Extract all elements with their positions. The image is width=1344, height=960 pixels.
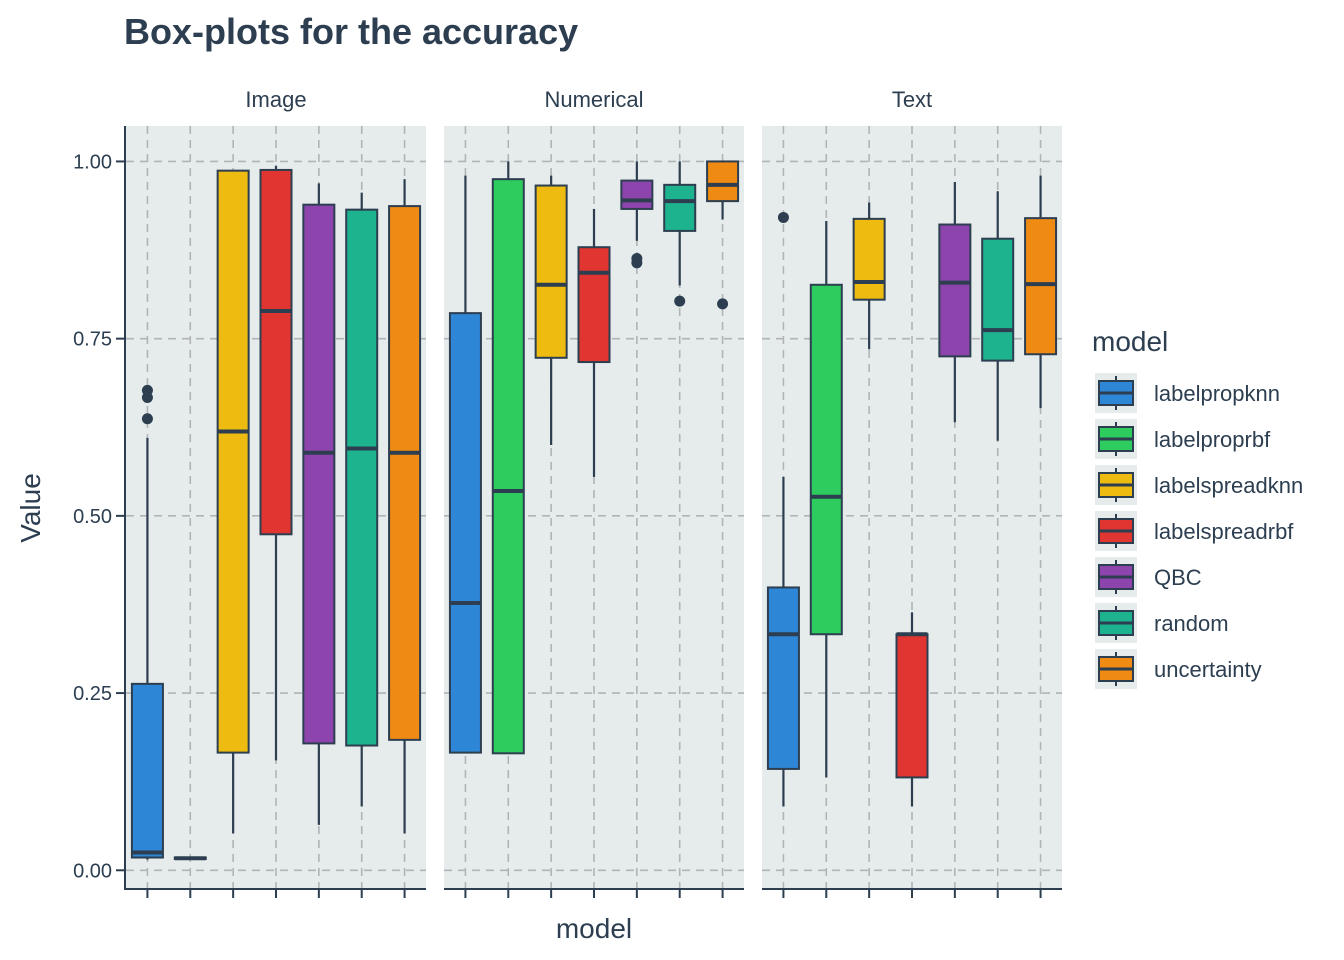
facet-panel-text: Text [762,87,1062,898]
legend-label: labelproprbf [1154,427,1271,452]
box-body [981,237,1015,362]
box-body [938,223,972,358]
box-numerical-labelspreadrbf [577,208,611,477]
legend-label: labelspreadrbf [1154,519,1294,544]
box-body [577,246,611,364]
box-image-uncertainty [388,179,422,834]
legend-item-qbc: QBC [1095,557,1202,597]
y-tick-label: 0.00 [73,860,112,882]
outlier-point [717,298,729,310]
box-body [895,633,929,779]
facet-label-image: Image [245,87,306,112]
y-tick-label: 0.75 [73,329,112,351]
legend-label: labelpropknn [1154,381,1280,406]
outlier-point [141,413,153,425]
box-image-labelspreadrbf [259,165,293,761]
legend-title: model [1092,326,1168,357]
legend-item-labelspreadknn: labelspreadknn [1095,465,1303,505]
box-text-labelpropknn [766,211,800,807]
box-body [1024,217,1058,356]
facet-panel-numerical: Numerical [444,87,744,898]
box-body [809,283,843,636]
box-body [766,586,800,770]
outlier-point [631,253,643,265]
box-text-random [981,191,1015,441]
y-tick-label: 1.00 [73,151,112,173]
box-numerical-labelpropknn [448,175,482,754]
box-body [130,682,164,859]
box-text-qbc [938,181,972,423]
box-image-qbc [302,183,336,825]
facets: Image Numerical Text [126,87,1062,898]
legend-item-labelproprbf: labelproprbf [1095,419,1271,459]
box-image-labelspreadknn [216,169,250,834]
box-numerical-labelproprbf [491,161,525,755]
box-body [388,205,422,741]
box-text-labelspreadrbf [895,612,929,807]
legend-item-random: random [1095,603,1229,643]
chart-title: Box-plots for the accuracy [124,11,578,52]
legend-label: labelspreadknn [1154,473,1303,498]
box-body [345,208,379,747]
box-text-labelspreadknn [852,202,886,350]
legend-item-labelpropknn: labelpropknn [1095,373,1280,413]
box-body [620,179,654,210]
facet-label-numerical: Numerical [544,87,643,112]
box-numerical-random [663,161,697,307]
y-tick-label: 0.25 [73,683,112,705]
outlier-point [141,384,153,396]
box-image-labelpropknn [130,384,164,860]
box-body [448,312,482,754]
y-tick-label: 0.50 [73,506,112,528]
box-numerical-qbc [620,161,654,269]
legend-label: random [1154,611,1229,636]
box-body [259,168,293,536]
box-body [302,203,336,745]
box-image-labelproprbf [173,856,207,861]
outlier-point [777,211,789,223]
box-numerical-uncertainty [706,160,740,310]
box-body [706,160,740,203]
legend: model labelpropknn labelproprbf labelsprea… [1092,326,1303,689]
legend-item-labelspreadrbf: labelspreadrbf [1095,511,1294,551]
box-body [852,217,886,301]
box-numerical-labelspreadknn [534,175,568,445]
box-text-uncertainty [1024,175,1058,409]
facet-panel-image: Image [126,87,426,898]
outlier-point [674,295,686,307]
y-axis-title: Value [15,473,46,543]
box-body [534,184,568,359]
legend-item-uncertainty: uncertainty [1095,649,1262,689]
facet-label-text: Text [892,87,932,112]
box-image-random [345,192,379,807]
y-axis: 0.00 0.25 0.50 0.75 1.00 [73,126,126,890]
box-body [216,169,250,754]
legend-items: labelpropknn labelproprbf labelspreadknn la… [1095,373,1303,689]
box-body [491,178,525,755]
box-body [663,183,697,232]
box-text-labelproprbf [809,220,843,778]
legend-label: QBC [1154,565,1202,590]
legend-label: uncertainty [1154,657,1262,682]
x-axis-title: model [556,913,632,944]
